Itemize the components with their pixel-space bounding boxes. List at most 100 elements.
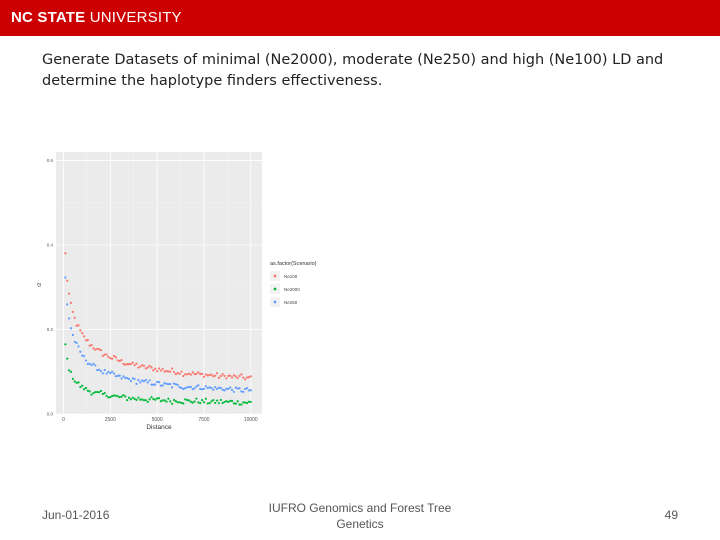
data-point-ne2000 — [199, 401, 202, 405]
data-point-ne100 — [127, 363, 131, 366]
data-point-ne250 — [137, 378, 140, 382]
data-point-ne100 — [178, 372, 181, 375]
x-tick-label: 5000 — [152, 417, 163, 423]
data-point-ne100 — [137, 366, 140, 369]
data-point-ne250 — [64, 276, 67, 279]
data-point-ne100 — [82, 335, 86, 338]
data-point-ne100 — [152, 369, 155, 372]
data-point-ne100 — [244, 378, 247, 381]
data-point-ne2000 — [77, 381, 80, 384]
data-point-ne100 — [236, 376, 239, 380]
data-point-ne100 — [90, 343, 93, 347]
data-point-ne2000 — [129, 398, 133, 401]
y-tick-label: 0.2 — [47, 327, 54, 332]
data-point-ne250 — [92, 362, 95, 365]
data-point-ne250 — [189, 385, 192, 389]
data-point-ne250 — [221, 388, 224, 391]
data-point-ne100 — [189, 373, 192, 376]
data-point-ne250 — [66, 303, 69, 306]
data-point-ne250 — [114, 375, 118, 378]
data-point-ne250 — [81, 354, 84, 357]
data-point-ne2000 — [232, 402, 236, 405]
data-point-ne250 — [86, 362, 89, 366]
data-point-ne2000 — [221, 401, 224, 405]
data-point-ne2000 — [82, 388, 86, 391]
data-point-ne100 — [105, 353, 108, 356]
data-point-ne100 — [157, 367, 161, 370]
data-point-ne2000 — [156, 397, 159, 400]
data-point-ne250 — [172, 382, 176, 385]
data-point-ne250 — [163, 381, 166, 385]
data-point-ne100 — [92, 347, 95, 350]
data-point-ne2000 — [245, 401, 249, 405]
data-point-ne2000 — [187, 399, 191, 402]
data-point-ne100 — [232, 374, 236, 377]
data-point-ne250 — [217, 386, 221, 389]
data-point-ne100 — [129, 362, 133, 366]
data-point-ne2000 — [185, 398, 189, 402]
data-point-ne250 — [142, 380, 146, 383]
data-point-ne2000 — [210, 400, 213, 403]
data-point-ne100 — [69, 301, 73, 304]
data-point-ne100 — [210, 373, 213, 376]
x-tick-label: 0 — [62, 417, 65, 423]
data-point-ne100 — [118, 359, 121, 363]
data-point-ne250 — [238, 387, 241, 390]
data-point-ne100 — [180, 370, 183, 373]
data-point-ne2000 — [75, 381, 78, 384]
data-point-ne250 — [120, 377, 123, 380]
data-point-ne250 — [232, 390, 236, 393]
data-point-ne100 — [227, 374, 230, 377]
data-point-ne2000 — [214, 401, 217, 404]
data-point-ne100 — [159, 369, 162, 372]
footer-center-text: IUFRO Genomics and Forest Tree Genetics — [268, 501, 452, 531]
data-point-ne250 — [184, 387, 187, 390]
data-point-ne250 — [107, 370, 110, 373]
data-point-ne100 — [96, 347, 99, 350]
data-point-ne100 — [71, 310, 74, 313]
data-point-ne2000 — [146, 400, 149, 403]
data-point-ne2000 — [184, 398, 187, 401]
data-point-ne250 — [229, 386, 232, 389]
data-point-ne100 — [131, 361, 134, 364]
data-point-ne100 — [142, 364, 146, 367]
data-point-ne250 — [126, 377, 129, 380]
y-tick-label: 0.6 — [47, 158, 54, 163]
data-point-ne250 — [191, 388, 194, 391]
data-point-ne100 — [197, 371, 200, 374]
data-point-ne250 — [210, 386, 213, 390]
data-point-ne250 — [230, 388, 234, 391]
data-point-ne2000 — [242, 401, 245, 404]
data-point-ne2000 — [142, 399, 146, 402]
chart-grid — [56, 152, 262, 415]
data-point-ne100 — [107, 355, 110, 358]
slide-title: Generate Datasets of minimal (Ne2000), m… — [42, 52, 664, 89]
data-point-ne100 — [73, 316, 76, 319]
data-point-ne100 — [141, 364, 144, 367]
data-point-ne2000 — [161, 399, 164, 402]
data-point-ne250 — [152, 383, 155, 386]
data-point-ne2000 — [229, 399, 232, 402]
logo-bold-text: NC STATE — [11, 9, 86, 26]
data-point-ne2000 — [206, 402, 209, 405]
data-point-ne100 — [212, 375, 215, 378]
data-point-ne250 — [208, 386, 211, 389]
data-point-ne2000 — [122, 393, 125, 397]
x-tick-label: 10000 — [244, 417, 258, 423]
data-point-ne2000 — [240, 403, 243, 406]
data-point-ne250 — [97, 368, 101, 371]
data-point-ne2000 — [139, 398, 142, 401]
data-point-ne2000 — [165, 400, 168, 403]
data-point-ne2000 — [197, 401, 200, 404]
data-point-ne250 — [75, 341, 78, 344]
data-point-ne100 — [247, 376, 250, 379]
data-point-ne100 — [75, 324, 78, 327]
data-point-ne2000 — [105, 394, 108, 398]
data-point-ne2000 — [81, 384, 84, 387]
data-point-ne250 — [94, 364, 97, 367]
slide-number: 49 — [664, 508, 678, 522]
data-point-ne100 — [225, 377, 228, 380]
data-point-ne2000 — [120, 395, 123, 398]
data-point-ne2000 — [133, 397, 136, 400]
data-point-ne250 — [244, 387, 247, 391]
